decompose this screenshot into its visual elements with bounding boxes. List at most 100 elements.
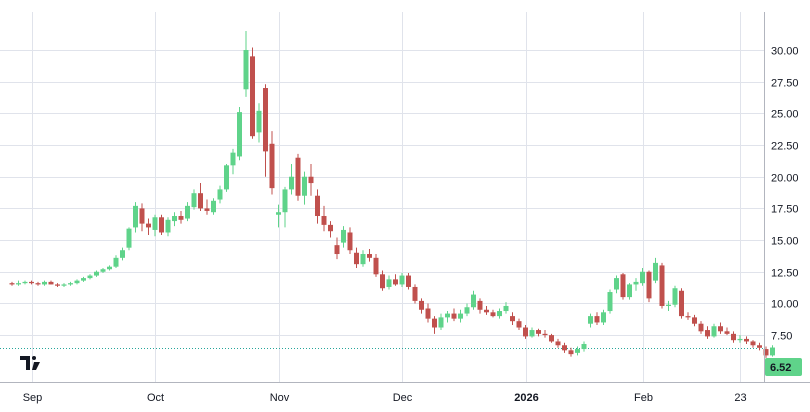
candle [334, 237, 340, 260]
y-tick-label: 15.00 [771, 236, 799, 248]
candle-body [438, 317, 444, 328]
candle [347, 227, 353, 255]
candle [542, 330, 548, 338]
candle [672, 285, 678, 308]
candle [393, 274, 398, 286]
y-tick-label: 10.00 [771, 299, 799, 311]
candle-body [594, 316, 600, 323]
candle [406, 273, 411, 290]
candle-body [113, 257, 119, 267]
candle [263, 84, 268, 177]
candle [328, 221, 333, 238]
candle-body [152, 217, 158, 230]
y-tick-label: 22.50 [771, 141, 799, 153]
candle-body [185, 205, 190, 219]
tradingview-logo[interactable] [20, 356, 40, 370]
candle [757, 342, 762, 351]
candle [289, 164, 294, 195]
candle-body [666, 304, 671, 306]
candle-body [549, 335, 554, 342]
candle [120, 247, 125, 261]
candle-body [588, 316, 593, 324]
candle-body [484, 309, 489, 313]
logo-bar-stem [26, 356, 30, 370]
candle [692, 314, 697, 327]
candle-body [107, 266, 112, 270]
candle [679, 288, 684, 319]
candle [360, 250, 366, 267]
x-tick-label: Oct [147, 392, 164, 404]
candle [224, 164, 229, 192]
candle [107, 265, 112, 271]
candle [575, 346, 580, 356]
candle [152, 214, 158, 237]
candle-body [711, 326, 717, 337]
candle-body [744, 338, 749, 342]
candle [386, 275, 392, 290]
candle [536, 328, 541, 337]
candle-body [256, 110, 262, 133]
candle-body [295, 157, 301, 196]
y-tick-label: 27.50 [771, 78, 799, 90]
y-tick-label: 12.50 [771, 268, 799, 280]
candle [22, 280, 28, 285]
candle [74, 279, 80, 285]
candle-body [81, 278, 86, 281]
candle-body [419, 300, 424, 310]
y-tick-label: 20.00 [771, 173, 799, 185]
candle-body [607, 292, 613, 312]
candle [555, 338, 561, 348]
candle-body [133, 205, 138, 228]
candle [750, 340, 756, 348]
candle-body [347, 232, 353, 251]
candle [516, 318, 522, 331]
candle-body [74, 280, 80, 284]
candle-body [87, 275, 93, 279]
candle-body [380, 274, 385, 289]
candle-body [432, 318, 437, 328]
candle [113, 255, 119, 268]
candle [497, 308, 502, 319]
candle [445, 311, 450, 323]
candle [55, 283, 60, 287]
candle [29, 280, 34, 285]
candle-body [354, 252, 359, 265]
logo-wedge [32, 362, 40, 370]
candle-body [243, 50, 249, 90]
candle [484, 305, 489, 315]
candle-body [178, 216, 184, 220]
candle-body [94, 271, 99, 276]
candle-body [9, 283, 15, 285]
candle-body [581, 343, 587, 350]
candle-body [146, 223, 151, 228]
candle-body [35, 283, 41, 285]
candle-body [523, 327, 528, 337]
candle [763, 346, 769, 358]
candle [100, 267, 106, 274]
candle [139, 203, 145, 232]
candle [211, 198, 216, 215]
logo-bar-left [20, 356, 30, 360]
x-tick-label: 23 [734, 392, 746, 404]
candle [653, 257, 658, 284]
price-axis[interactable]: 7.50 10.00 12.50 15.00 17.50 20.00 22.50 25.00 2… [771, 46, 799, 343]
candle [94, 270, 99, 277]
candle [451, 308, 457, 322]
candle [529, 327, 535, 338]
candle-body [601, 312, 606, 323]
candle [770, 345, 775, 357]
y-tick-label: 17.50 [771, 204, 799, 216]
candle [685, 312, 691, 320]
candle [510, 312, 515, 325]
candle-body [224, 165, 229, 190]
candle [588, 313, 593, 328]
candle-body [542, 333, 548, 336]
candle-body [139, 208, 145, 224]
candle-body [685, 316, 691, 318]
candle [165, 217, 171, 237]
candle-body [341, 229, 346, 243]
candle [16, 280, 21, 286]
candle [282, 186, 288, 228]
time-axis[interactable]: Sep Oct Nov Dec 2026 Feb 23 [23, 392, 747, 404]
candle-body [367, 254, 372, 258]
